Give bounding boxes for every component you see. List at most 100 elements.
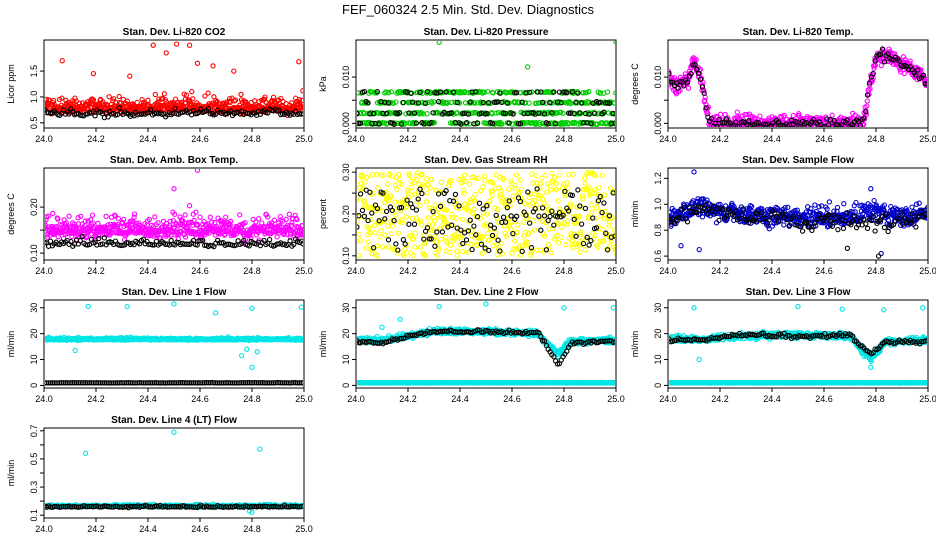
data-point	[863, 221, 869, 227]
x-tick-label: 24.6	[191, 266, 209, 276]
data-point	[833, 219, 839, 225]
data-point	[538, 227, 544, 233]
data-point	[404, 197, 410, 203]
data-point	[760, 215, 767, 222]
data-point	[77, 238, 83, 244]
data-point	[388, 231, 395, 237]
data-point	[103, 213, 109, 220]
data-point	[684, 79, 691, 85]
data-point	[265, 214, 271, 220]
data-point	[591, 190, 597, 196]
y-axis-label: ml/min	[630, 201, 640, 228]
data-point	[740, 206, 746, 212]
data-point	[395, 230, 401, 237]
data-point	[498, 187, 504, 194]
data-point	[365, 100, 371, 106]
data-point	[690, 205, 696, 211]
data-point	[550, 225, 556, 232]
data-point	[611, 227, 615, 233]
data-point	[840, 225, 847, 232]
data-point	[558, 100, 564, 106]
data-point	[510, 111, 516, 117]
x-tick-label: 24.8	[243, 134, 261, 144]
data-point	[60, 227, 66, 234]
y-tick-label: 0.30	[341, 163, 351, 181]
data-point	[864, 92, 871, 98]
data-point	[537, 121, 543, 127]
data-point	[825, 211, 832, 218]
data-point	[408, 232, 414, 238]
data-point	[495, 206, 501, 213]
data-point	[499, 121, 505, 127]
data-point	[582, 247, 589, 253]
data-point	[119, 219, 125, 225]
data-point	[75, 215, 81, 221]
series	[669, 46, 927, 127]
x-tick-label: 24.6	[503, 266, 521, 276]
data-point	[465, 228, 472, 234]
data-point	[189, 88, 195, 95]
x-tick-label: 24.2	[711, 134, 729, 144]
data-point	[697, 66, 703, 72]
data-point	[500, 196, 507, 202]
data-point	[681, 204, 687, 211]
y-tick-label: 0.010	[653, 66, 663, 89]
data-point	[374, 89, 381, 95]
data-point	[502, 110, 509, 117]
data-point	[613, 41, 615, 45]
data-point	[538, 89, 544, 95]
data-point	[101, 235, 108, 241]
x-tick-label: 24.8	[867, 266, 885, 276]
data-point	[576, 213, 582, 220]
plot-area	[357, 169, 615, 259]
data-point	[558, 224, 565, 230]
data-point	[602, 192, 608, 198]
data-point	[718, 117, 725, 123]
data-point	[601, 200, 607, 206]
data-point	[248, 235, 254, 241]
data-point	[872, 228, 878, 234]
data-point	[591, 187, 598, 193]
data-point	[579, 193, 586, 199]
data-point	[47, 238, 54, 244]
data-point	[473, 232, 479, 238]
data-point	[370, 245, 377, 251]
data-point	[703, 105, 709, 111]
data-point	[152, 91, 158, 98]
data-point	[424, 111, 430, 117]
data-point	[604, 89, 611, 95]
data-point	[389, 223, 395, 229]
data-point	[480, 184, 486, 190]
data-point	[257, 228, 264, 234]
data-point	[606, 100, 613, 106]
data-point	[461, 187, 467, 194]
data-point	[533, 172, 539, 179]
data-point	[588, 237, 594, 244]
x-tick-label: 24.4	[139, 134, 157, 144]
data-point	[406, 221, 412, 227]
data-point	[595, 244, 601, 250]
data-point	[300, 111, 303, 117]
y-tick-label: 10	[29, 355, 39, 365]
plot-frame	[667, 167, 929, 261]
x-tick-label: 25.0	[919, 266, 936, 276]
data-point	[577, 249, 583, 255]
data-point	[879, 213, 886, 220]
data-point	[368, 216, 374, 223]
x-tick-label: 24.6	[191, 134, 209, 144]
data-point	[786, 222, 793, 228]
data-point	[547, 213, 553, 220]
data-point	[79, 233, 85, 240]
data-point	[389, 207, 395, 214]
data-point	[551, 174, 558, 180]
x-tick-label: 25.0	[295, 266, 313, 276]
data-point	[410, 236, 417, 242]
data-point	[597, 193, 603, 200]
y-tick-label: 0.010	[341, 66, 351, 89]
data-point	[363, 202, 369, 208]
data-point	[379, 244, 386, 250]
data-point	[581, 175, 588, 181]
data-point	[924, 81, 927, 87]
data-point	[200, 237, 206, 244]
data-point	[677, 215, 683, 221]
